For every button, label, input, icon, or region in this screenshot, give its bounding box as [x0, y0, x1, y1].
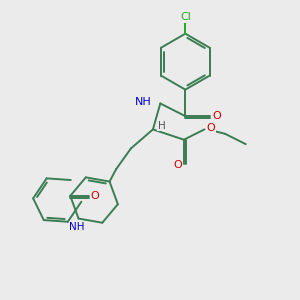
Text: NH: NH	[135, 97, 152, 107]
Text: O: O	[91, 191, 99, 201]
Text: H: H	[158, 121, 166, 131]
Text: Cl: Cl	[180, 12, 191, 22]
Text: O: O	[173, 160, 182, 170]
Text: O: O	[212, 111, 221, 121]
Text: O: O	[207, 123, 215, 133]
Text: NH: NH	[69, 222, 85, 232]
